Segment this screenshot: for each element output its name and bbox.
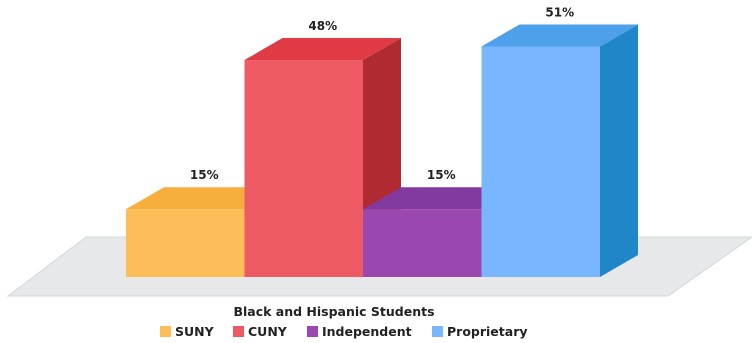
legend: SUNY CUNY Independent Proprietary	[160, 324, 528, 339]
bar-front-independent	[363, 209, 482, 277]
legend-item-proprietary: Proprietary	[432, 324, 528, 339]
value-label-proprietary: 51%	[545, 5, 574, 19]
legend-label: Proprietary	[447, 324, 528, 339]
legend-swatch	[233, 326, 244, 337]
legend-swatch	[160, 326, 171, 337]
value-label-independent: 15%	[427, 168, 456, 182]
legend-label: SUNY	[175, 324, 215, 339]
legend-label: Independent	[322, 324, 412, 339]
bar-top-proprietary	[481, 24, 638, 47]
bar-top-cuny	[244, 38, 401, 61]
legend-item-independent: Independent	[307, 324, 412, 339]
value-labels-group: 15% 48% 15% 51%	[190, 5, 574, 182]
x-axis-label: Black and Hispanic Students	[233, 304, 434, 319]
legend-item-suny: SUNY	[160, 324, 215, 339]
value-label-suny: 15%	[190, 168, 219, 182]
bar-proprietary	[481, 24, 638, 278]
legend-item-cuny: CUNY	[233, 324, 288, 339]
bar-top-independent	[363, 187, 520, 210]
legend-swatch	[432, 326, 443, 337]
value-label-cuny: 48%	[308, 19, 337, 33]
legend-swatch	[307, 326, 318, 337]
bar-front-suny	[126, 209, 245, 277]
legend-label: CUNY	[248, 324, 288, 339]
bar-top-suny	[126, 187, 283, 210]
bar-front-cuny	[244, 60, 363, 277]
bars-group	[126, 24, 638, 278]
bar-side-proprietary	[600, 24, 638, 278]
bar-front-proprietary	[481, 46, 600, 278]
